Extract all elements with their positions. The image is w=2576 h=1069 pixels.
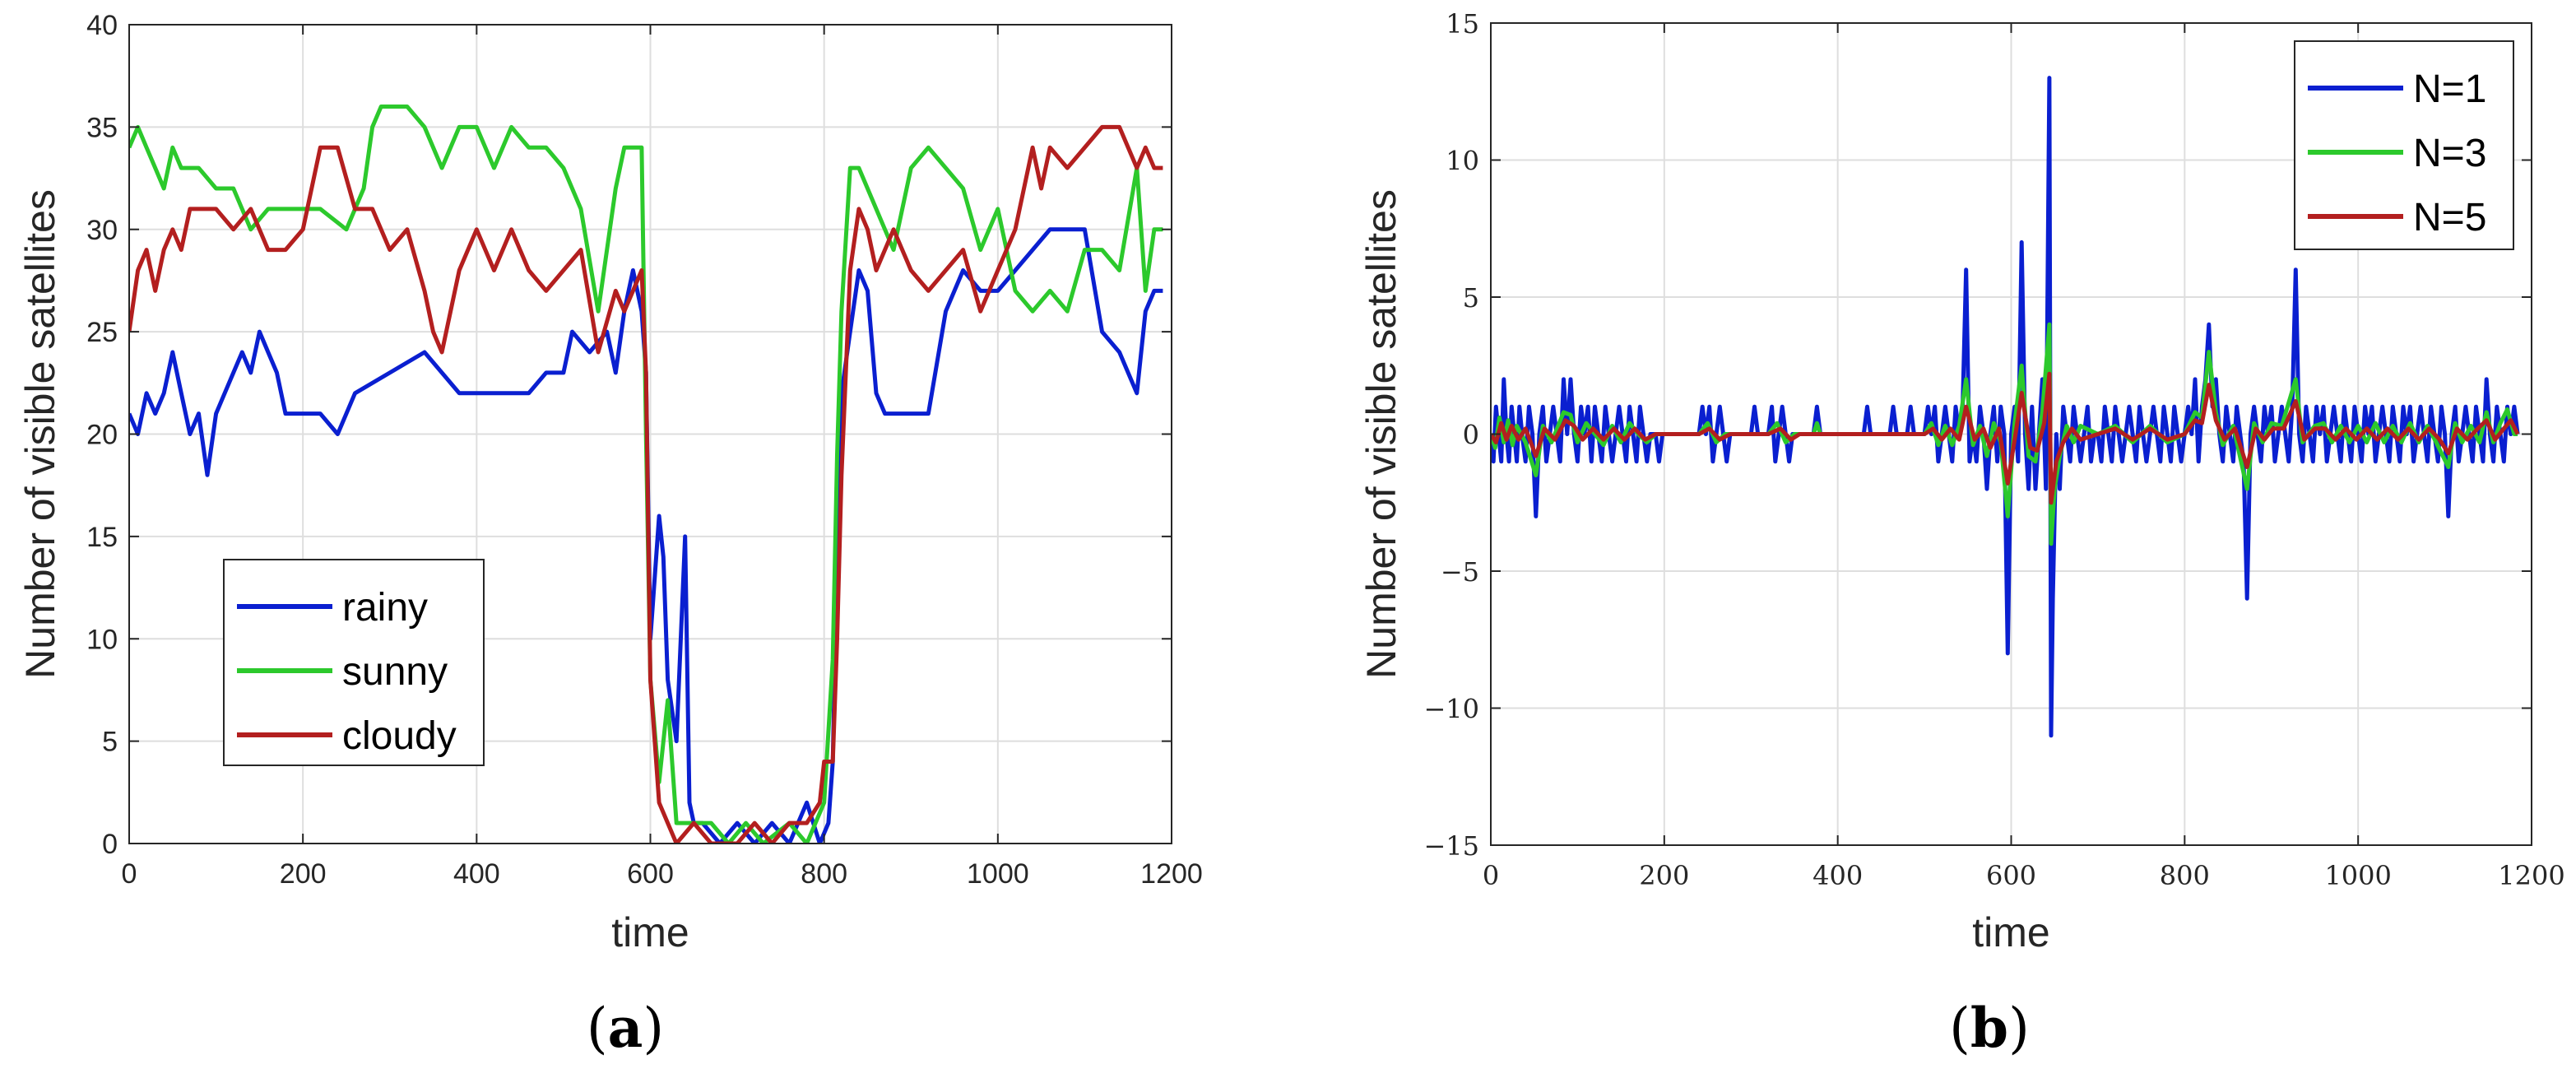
panel-a-chart: 0 200 400 600 800 1000 1200 0 5 10 15 20 25 30 35 40 tim… (17, 10, 1203, 1060)
x-tick-label-b-0: 0 (1483, 860, 1499, 891)
x-tick-label-b-2: 400 (1812, 860, 1863, 891)
y-axis-label-a: Number of visible satellites (17, 189, 63, 679)
legend-label-a-rainy: rainy (342, 586, 428, 630)
x-tick-label-a-3: 600 (627, 858, 674, 890)
x-axis-label-a: time (611, 909, 689, 955)
series-group-a (129, 105, 1163, 844)
y-tick-label-a-5: 25 (86, 317, 118, 348)
caption-a: (a) (587, 996, 664, 1060)
y-tick-label-b-1: −10 (1423, 694, 1479, 725)
series-line-a-rainy (129, 227, 1163, 844)
y-tick-label-b-4: 5 (1463, 282, 1479, 314)
legend-label-b-n-3: N=3 (2413, 132, 2486, 175)
x-tick-label-b-1: 200 (1639, 860, 1689, 891)
legend-label-a-sunny: sunny (342, 650, 448, 694)
legend-label-a-cloudy: cloudy (342, 714, 457, 758)
x-tick-label-b-6: 1200 (2498, 860, 2564, 891)
series-group-b (1491, 76, 2520, 738)
y-tick-label-a-8: 40 (86, 10, 118, 41)
x-tick-label-a-0: 0 (122, 858, 137, 890)
y-tick-label-b-0: −15 (1423, 830, 1479, 862)
x-tick-label-b-5: 1000 (2324, 860, 2391, 891)
legend-label-b-n-1: N=1 (2413, 67, 2486, 111)
x-tick-label-b-3: 600 (1986, 860, 2036, 891)
y-tick-label-a-4: 20 (86, 420, 118, 451)
caption-b: (b) (1949, 996, 2030, 1060)
y-tick-label-b-2: −5 (1441, 556, 1479, 588)
y-tick-label-b-5: 10 (1446, 146, 1479, 177)
y-tick-label-b-3: 0 (1463, 420, 1479, 451)
y-tick-label-a-7: 35 (86, 112, 118, 143)
x-tick-label-a-4: 800 (801, 858, 847, 890)
x-tick-label-a-1: 200 (280, 858, 327, 890)
x-tick-label-b-4: 800 (2160, 860, 2210, 891)
series-line-b-n-5 (1491, 371, 2520, 505)
y-tick-label-a-2: 10 (86, 624, 118, 655)
series-line-a-cloudy (129, 124, 1163, 844)
x-tick-label-a-6: 1200 (1140, 858, 1203, 890)
y-tick-label-a-6: 30 (86, 215, 118, 246)
y-tick-label-a-1: 5 (102, 727, 118, 758)
legend-b: N=1 N=3 N=5 (2294, 40, 2514, 250)
x-axis-label-b: time (1972, 909, 2049, 955)
legend-a: rainy sunny cloudy (223, 559, 485, 766)
x-tick-label-a-2: 400 (453, 858, 500, 890)
y-tick-label-a-3: 15 (86, 522, 118, 553)
y-tick-label-b-6: 15 (1446, 8, 1479, 40)
legend-box-a (223, 559, 485, 766)
legend-label-b-n-5: N=5 (2413, 196, 2486, 239)
y-axis-label-b: Number of visible satellites (1358, 189, 1404, 679)
x-tick-label-a-5: 1000 (967, 858, 1029, 890)
y-tick-label-a-0: 0 (102, 829, 118, 860)
panel-b-chart: 0 200 400 600 800 1000 1200 −15 −10 −5 0 5 10 15 time N… (1358, 8, 2565, 1060)
